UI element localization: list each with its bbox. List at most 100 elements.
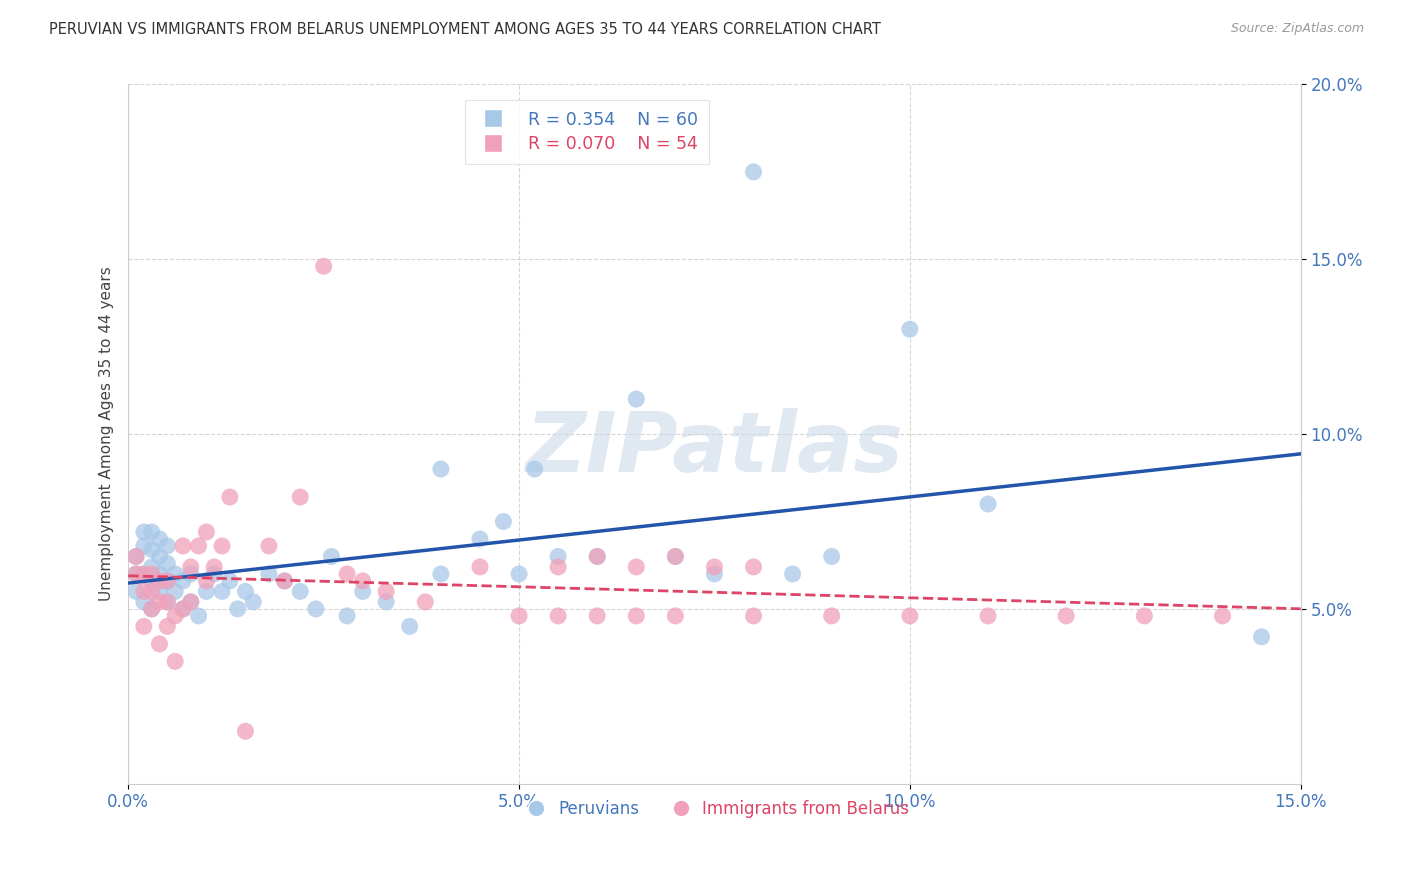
Point bbox=[141, 602, 163, 616]
Point bbox=[148, 595, 170, 609]
Point bbox=[273, 574, 295, 588]
Point bbox=[172, 602, 194, 616]
Point bbox=[218, 574, 240, 588]
Point bbox=[312, 259, 335, 273]
Point bbox=[132, 524, 155, 539]
Point bbox=[430, 462, 453, 476]
Y-axis label: Unemployment Among Ages 35 to 44 years: Unemployment Among Ages 35 to 44 years bbox=[100, 267, 114, 601]
Point bbox=[187, 539, 209, 553]
Point bbox=[156, 595, 179, 609]
Point bbox=[664, 549, 686, 564]
Point bbox=[132, 566, 155, 581]
Point bbox=[375, 595, 398, 609]
Point bbox=[821, 608, 844, 623]
Point bbox=[430, 566, 453, 581]
Point bbox=[132, 619, 155, 633]
Point bbox=[235, 724, 257, 739]
Point bbox=[202, 560, 225, 574]
Point bbox=[898, 322, 921, 336]
Point bbox=[242, 595, 264, 609]
Point bbox=[148, 566, 170, 581]
Point bbox=[132, 566, 155, 581]
Text: PERUVIAN VS IMMIGRANTS FROM BELARUS UNEMPLOYMENT AMONG AGES 35 TO 44 YEARS CORRE: PERUVIAN VS IMMIGRANTS FROM BELARUS UNEM… bbox=[49, 22, 882, 37]
Point bbox=[664, 608, 686, 623]
Point bbox=[156, 595, 179, 609]
Point bbox=[742, 560, 765, 574]
Point bbox=[141, 542, 163, 557]
Point bbox=[586, 608, 609, 623]
Point bbox=[180, 595, 202, 609]
Point bbox=[211, 584, 233, 599]
Point bbox=[508, 566, 530, 581]
Point bbox=[125, 566, 148, 581]
Point bbox=[977, 497, 1000, 511]
Point bbox=[148, 637, 170, 651]
Point bbox=[703, 566, 725, 581]
Point bbox=[664, 549, 686, 564]
Point bbox=[165, 608, 187, 623]
Point bbox=[703, 560, 725, 574]
Point bbox=[626, 608, 648, 623]
Point bbox=[235, 584, 257, 599]
Point bbox=[336, 608, 359, 623]
Point bbox=[148, 584, 170, 599]
Point bbox=[141, 524, 163, 539]
Point bbox=[180, 566, 202, 581]
Point bbox=[132, 539, 155, 553]
Text: Source: ZipAtlas.com: Source: ZipAtlas.com bbox=[1230, 22, 1364, 36]
Point bbox=[1250, 630, 1272, 644]
Point bbox=[977, 608, 1000, 623]
Point bbox=[1211, 608, 1233, 623]
Point bbox=[141, 584, 163, 599]
Point bbox=[180, 560, 202, 574]
Point bbox=[257, 539, 280, 553]
Point bbox=[492, 515, 515, 529]
Point bbox=[508, 608, 530, 623]
Point bbox=[782, 566, 804, 581]
Point bbox=[165, 584, 187, 599]
Point bbox=[547, 549, 569, 564]
Point bbox=[125, 584, 148, 599]
Legend: Peruvians, Immigrants from Belarus: Peruvians, Immigrants from Belarus bbox=[513, 793, 915, 824]
Text: ZIPatlas: ZIPatlas bbox=[526, 408, 904, 489]
Point bbox=[125, 549, 148, 564]
Point bbox=[226, 602, 249, 616]
Point bbox=[141, 566, 163, 581]
Point bbox=[626, 560, 648, 574]
Point bbox=[202, 566, 225, 581]
Point bbox=[141, 560, 163, 574]
Point bbox=[156, 574, 179, 588]
Point bbox=[218, 490, 240, 504]
Point bbox=[398, 619, 420, 633]
Point bbox=[125, 566, 148, 581]
Point bbox=[305, 602, 328, 616]
Point bbox=[413, 595, 436, 609]
Point bbox=[148, 574, 170, 588]
Point bbox=[172, 539, 194, 553]
Point bbox=[141, 602, 163, 616]
Point bbox=[165, 654, 187, 668]
Point bbox=[821, 549, 844, 564]
Point bbox=[547, 560, 569, 574]
Point bbox=[125, 549, 148, 564]
Point bbox=[132, 595, 155, 609]
Point bbox=[187, 608, 209, 623]
Point bbox=[156, 539, 179, 553]
Point bbox=[156, 574, 179, 588]
Point bbox=[352, 574, 374, 588]
Point bbox=[336, 566, 359, 581]
Point bbox=[375, 584, 398, 599]
Point bbox=[468, 532, 491, 546]
Point bbox=[1133, 608, 1156, 623]
Point bbox=[898, 608, 921, 623]
Point bbox=[172, 574, 194, 588]
Point bbox=[132, 584, 155, 599]
Point bbox=[468, 560, 491, 574]
Point bbox=[165, 566, 187, 581]
Point bbox=[742, 608, 765, 623]
Point bbox=[742, 165, 765, 179]
Point bbox=[180, 595, 202, 609]
Point bbox=[172, 602, 194, 616]
Point bbox=[547, 608, 569, 623]
Point bbox=[148, 549, 170, 564]
